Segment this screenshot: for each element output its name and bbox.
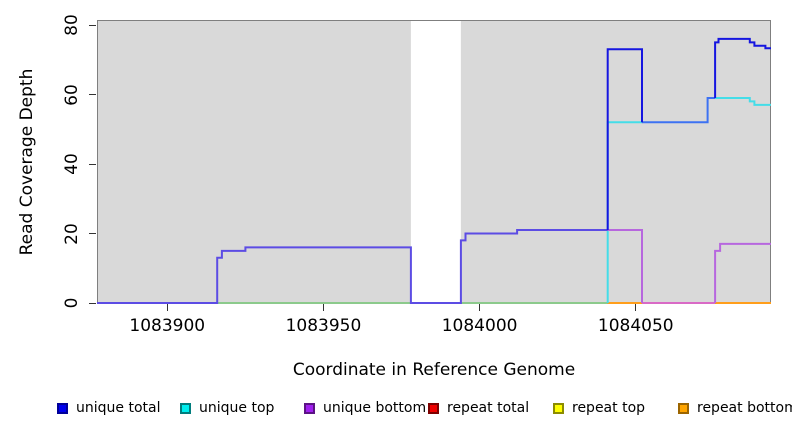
x-tick-label: 1083950 (285, 316, 362, 336)
y-tick-label: 0 (62, 297, 82, 309)
legend-item-repeat-total: repeat total (428, 400, 529, 416)
legend-item-unique-total: unique total (57, 400, 160, 416)
coverage-chart (97, 20, 771, 304)
x-axis-title: Coordinate in Reference Genome (292, 360, 576, 380)
x-tick-mark (479, 304, 481, 311)
y-tick-mark (89, 302, 96, 304)
series-line-total-bottom-overlap (97, 229, 608, 304)
legend: unique total unique top unique bottom re… (0, 398, 792, 424)
masked-region (410, 21, 461, 303)
y-tick-mark (89, 233, 96, 234)
coverage-plot-panel (97, 20, 771, 304)
legend-swatch-repeat-top (553, 402, 564, 414)
legend-swatch-repeat-total (428, 402, 439, 414)
y-tick-label: 60 (62, 83, 82, 106)
legend-item-unique-bottom: unique bottom (304, 400, 426, 416)
legend-label-unique-total: unique total (76, 400, 161, 416)
y-tick-label: 40 (62, 153, 82, 175)
legend-label-unique-top: unique top (199, 400, 275, 416)
y-axis-title: Read Coverage Depth (17, 68, 37, 256)
y-tick-mark (89, 24, 96, 26)
legend-swatch-unique-top (180, 402, 191, 414)
series-line-unique-bottom-step (607, 229, 643, 303)
legend-swatch-unique-total (57, 402, 68, 414)
y-tick-mark (89, 94, 96, 95)
x-tick-mark (166, 304, 168, 311)
legend-label-repeat-bottom: repeat bottom (697, 400, 792, 416)
y-tick-mark (89, 163, 96, 165)
legend-label-unique-bottom: unique bottom (323, 400, 427, 416)
x-tick-label: 1084000 (441, 316, 518, 336)
legend-item-unique-top: unique top (180, 400, 274, 416)
y-tick-label: 20 (62, 222, 82, 245)
series-line-total-top-overlap (642, 97, 716, 124)
x-tick-mark (635, 304, 637, 311)
series-line-unique-total-peak (606, 48, 643, 230)
series-line-unique-total-right (714, 37, 771, 98)
legend-swatch-repeat-bottom (678, 402, 689, 414)
series-line-unique-bottom-right (714, 242, 771, 303)
x-tick-label: 1084050 (597, 316, 674, 336)
legend-item-repeat-bottom: repeat bottom (678, 400, 792, 416)
legend-label-repeat-top: repeat top (572, 400, 646, 416)
legend-swatch-unique-bottom (304, 402, 315, 414)
x-tick-label: 1083900 (129, 316, 206, 336)
series-line-unique-top-right (715, 97, 771, 106)
x-tick-mark (322, 304, 324, 311)
legend-label-repeat-total: repeat total (447, 400, 530, 416)
legend-item-repeat-top: repeat top (553, 400, 645, 416)
y-tick-label: 80 (62, 14, 82, 36)
